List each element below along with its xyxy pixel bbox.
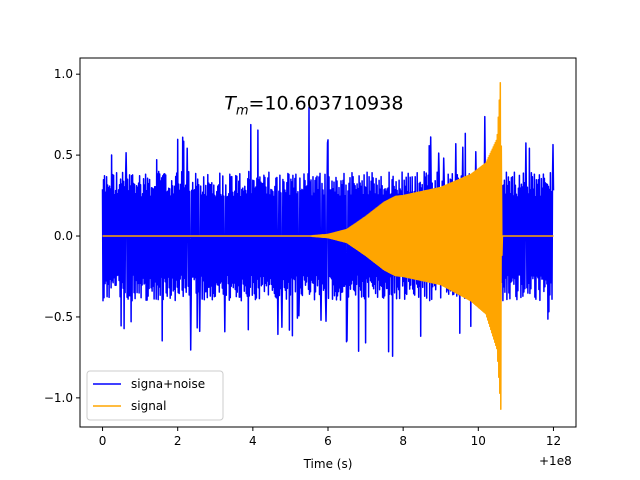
- x-tick-label: 4: [249, 434, 257, 448]
- x-axis-label: Time (s): [303, 457, 353, 471]
- tm-value: =10.603710938: [249, 92, 404, 114]
- x-tick-label: 10: [471, 434, 486, 448]
- x-axis: 0 2 4 6 8 10 12: [99, 427, 561, 448]
- x-tick-label: 8: [399, 434, 407, 448]
- plot-area: [101, 82, 555, 410]
- series-signal: [102, 82, 554, 410]
- x-tick-label: 6: [324, 434, 332, 448]
- y-tick-label: −0.5: [44, 310, 73, 324]
- y-tick-label: 0.5: [54, 148, 73, 162]
- series-line-signal: [102, 82, 554, 410]
- x-tick-label: 12: [546, 434, 561, 448]
- tm-annotation: Tm=10.603710938: [224, 92, 403, 118]
- x-tick-label: 2: [174, 434, 182, 448]
- y-tick-label: 1.0: [54, 67, 73, 81]
- legend-label-signal: signal: [131, 399, 167, 413]
- legend: signa+noise signal: [86, 370, 224, 421]
- x-offset-label: +1e8: [539, 454, 572, 468]
- x-tick-label: 0: [99, 434, 107, 448]
- y-tick-label: 0.0: [54, 229, 73, 243]
- y-tick-label: −1.0: [44, 391, 73, 405]
- tm-subscript: m: [236, 103, 249, 118]
- y-axis: 1.0 0.5 0.0 −0.5 −1.0: [44, 67, 80, 405]
- tm-symbol: T: [224, 92, 237, 114]
- legend-label-signa-noise: signa+noise: [131, 377, 205, 391]
